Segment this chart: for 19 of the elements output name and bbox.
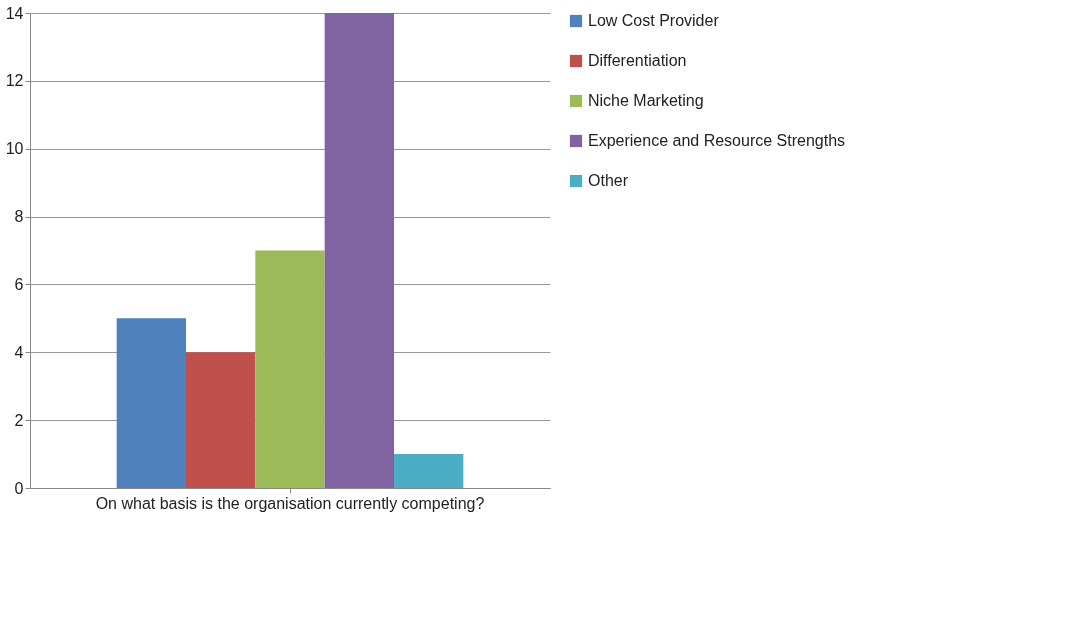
legend-label: Experience and Resource Strengths [588, 132, 846, 149]
legend-label: Other [588, 172, 629, 189]
bar [186, 352, 256, 488]
y-tick-label: 4 [14, 343, 24, 361]
x-tick-label: On what basis is the organisation currently competing? [95, 494, 485, 512]
bar [116, 318, 186, 488]
y-tick-label: 2 [14, 411, 24, 429]
y-tick-label: 10 [5, 140, 24, 158]
y-tick-label: 14 [5, 4, 24, 22]
bar [394, 454, 464, 488]
y-tick-label: 8 [14, 208, 24, 226]
legend-label: Low Cost Provider [588, 12, 720, 29]
bar [255, 250, 325, 488]
y-tick-label: 12 [5, 72, 24, 90]
legend-label: Niche Marketing [588, 92, 704, 109]
legend-label: Differentiation [588, 52, 687, 69]
bar [324, 13, 394, 488]
y-tick-label: 0 [14, 479, 24, 497]
y-tick-label: 6 [14, 275, 24, 293]
